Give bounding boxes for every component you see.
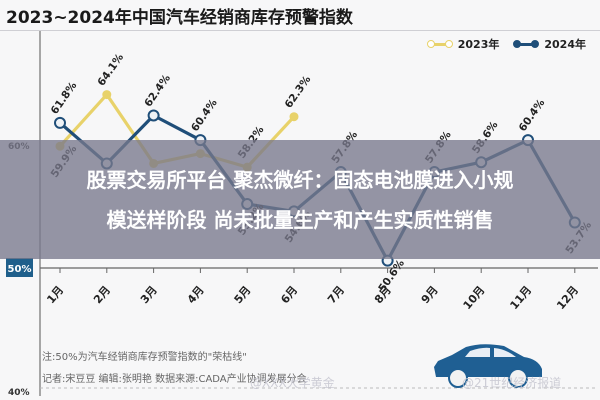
x-tick-label: 6月 (278, 284, 300, 307)
data-point (102, 90, 112, 100)
data-point (54, 116, 66, 129)
x-tick-label: 1月 (44, 284, 66, 307)
data-label: 60.4% (517, 97, 548, 134)
y-tick-highlight (6, 258, 33, 277)
y-tick-label: 40% (8, 388, 30, 398)
x-tick-label: 2月 (91, 284, 113, 307)
legend-line-marker-icon (513, 40, 540, 48)
x-tick-label: 10月 (461, 284, 488, 313)
chart-note: 注:50%为汽车经销商库存预警指数的"荣枯线" (42, 352, 247, 363)
x-tick-label: 3月 (138, 284, 160, 307)
legend-item-2023: 2023年 (426, 36, 500, 52)
headline-text: 股票交易所平台 聚杰微纤：固态电池膜进入小规 模送样阶段 尚未批量生产和产生实质… (0, 160, 600, 240)
data-label: 62.3% (283, 73, 314, 110)
legend-label: 2024年 (544, 38, 586, 51)
data-label: 61.8% (49, 79, 80, 116)
chart-legend: 2023年 2024年 (426, 36, 586, 52)
chart-title: 2023~2024年中国汽车经销商库存预警指数 (6, 8, 353, 28)
headline-line-1: 股票交易所平台 聚杰微纤：固态电池膜进入小规 (86, 168, 514, 192)
legend-label: 2023年 (457, 38, 500, 51)
legend-item-2024: 2024年 (513, 36, 586, 52)
data-point (289, 112, 299, 122)
data-point (147, 109, 160, 122)
headline-overlay (0, 140, 600, 259)
data-label: 60.4% (189, 97, 220, 134)
chart-credits: 记者:宋豆豆 编辑:张明艳 数据来源:CADA产业协调发展分会 (42, 374, 307, 385)
legend-line-marker-icon (426, 40, 453, 48)
x-tick-label: 12月 (554, 284, 581, 313)
x-tick-label: 4月 (185, 284, 207, 307)
data-label: 64.1% (95, 51, 126, 88)
y-tick-label: 50% (8, 264, 32, 275)
x-tick-label: 7月 (325, 284, 347, 307)
car-icon (434, 344, 542, 388)
x-tick-label: 11月 (507, 284, 534, 313)
x-tick-label: 9月 (419, 284, 441, 307)
watermark-right: @21世纪经济报道 (462, 376, 562, 390)
watermark-left: @XXX大学黄金 (250, 376, 335, 390)
headline-line-2: 模送样阶段 尚未批量生产和产生实质性销售 (106, 208, 494, 232)
title-divider (0, 30, 600, 31)
data-label: 62.4% (142, 72, 173, 109)
x-tick-label: 5月 (232, 284, 254, 307)
